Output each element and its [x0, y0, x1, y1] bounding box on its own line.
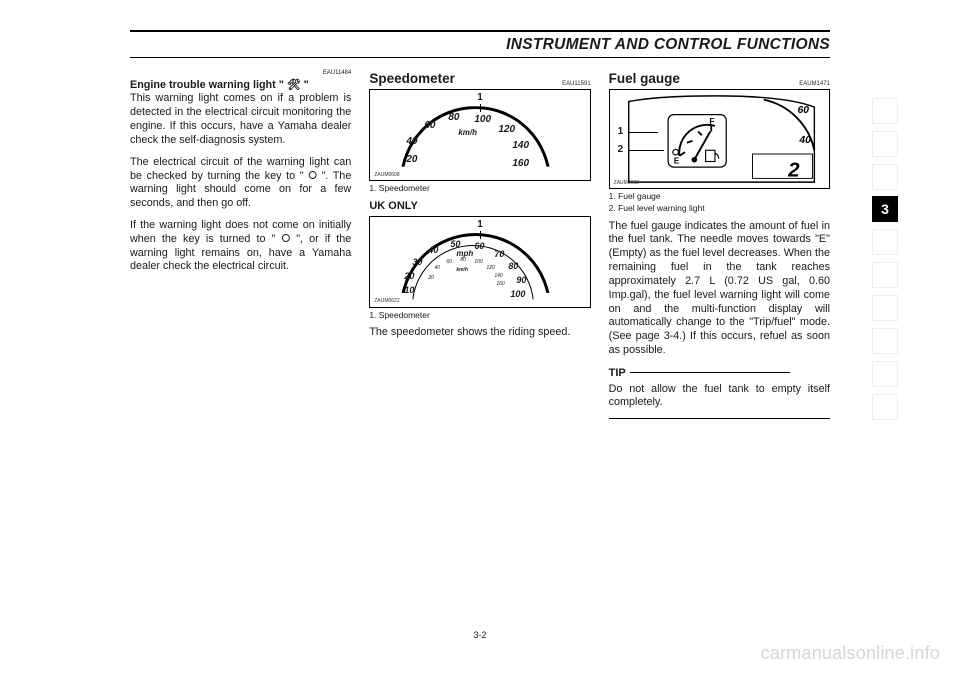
dial-num-inner: 40	[434, 265, 440, 271]
fuel-gauge-title: Fuel gauge	[609, 70, 680, 87]
tab-slot	[872, 131, 898, 157]
figure-caption: 1. Fuel gauge	[609, 191, 830, 201]
dial-num-inner: 140	[494, 273, 502, 279]
page-content: INSTRUMENT AND CONTROL FUNCTIONS EAU1148…	[130, 30, 830, 648]
body-text: The electrical circuit of the warning li…	[130, 156, 351, 211]
column-2: Speedometer EAU11591 1 20 40 60 80 100 1…	[369, 70, 590, 419]
speedometer-figure-kmh: 1 20 40 60 80 100 120 140 160 km/h ZAUM0…	[369, 89, 590, 181]
fuel-gauge-svg: 60 40 2 F E	[614, 94, 825, 184]
body-text: This warning light comes on if a problem…	[130, 92, 351, 145]
ref-code: EAU11591	[562, 81, 591, 89]
tab-slot	[872, 394, 898, 420]
ref-code: EAUM1471	[799, 81, 830, 89]
tab-slot	[872, 262, 898, 288]
warning-light-heading: Engine trouble warning light " 🛠 "	[130, 79, 309, 91]
dial-num: 60	[424, 120, 435, 133]
dial-num: 80	[448, 112, 459, 125]
tab-slot	[872, 229, 898, 255]
dial-num: 90	[516, 275, 526, 287]
column-3: Fuel gauge EAUM1471 1 2 60 40	[609, 70, 830, 419]
dial-num: 20	[406, 154, 417, 167]
page-title: INSTRUMENT AND CONTROL FUNCTIONS	[506, 36, 830, 53]
fuel-E-label: E	[673, 156, 679, 166]
speedometer-figure-mph: 1 10 20 30 40 50 60 70 80 90 100	[369, 216, 590, 308]
chapter-tab: 3	[872, 196, 898, 222]
dial-num-inner: 120	[486, 265, 494, 271]
tab-slot	[872, 361, 898, 387]
ref-code: EAU11484	[130, 70, 351, 78]
dial-num-inner: 160	[496, 281, 504, 287]
dial-num: 100	[510, 289, 525, 301]
dial-num: 40	[798, 135, 811, 146]
figure-code: ZAUM0609	[614, 180, 639, 186]
dial-unit-kmh: km/h	[456, 267, 468, 273]
column-1: EAU11484 Engine trouble warning light " …	[130, 70, 351, 419]
dial-num: 80	[508, 261, 518, 273]
dial-num: 20	[404, 271, 414, 283]
body-text: The speedometer shows the riding speed.	[369, 326, 590, 340]
tip-heading: TIP	[609, 366, 626, 380]
dial-num-inner: 100	[474, 259, 482, 265]
dial-num: 120	[498, 124, 515, 137]
dial-num: 70	[494, 249, 504, 261]
dial-num: 60	[474, 241, 484, 253]
dial-num: 140	[512, 140, 529, 153]
tip-end-rule	[609, 418, 830, 419]
dial-num: 30	[412, 257, 422, 269]
body-text: If the warning light does not come on in…	[130, 219, 351, 274]
tab-slot	[872, 164, 898, 190]
dial-num: 100	[474, 114, 491, 127]
speedometer-title: Speedometer	[369, 70, 455, 87]
dial-num: 160	[512, 158, 529, 171]
tip-block: TIP	[609, 366, 830, 381]
uk-only-label: UK ONLY	[369, 199, 590, 213]
figure-caption: 1. Speedometer	[369, 310, 590, 320]
fuel-gauge-figure: 1 2 60 40 2	[609, 89, 830, 189]
tab-slot	[872, 328, 898, 354]
lcd-digit: 2	[787, 159, 800, 182]
tab-slot	[872, 98, 898, 124]
dial-num: 40	[428, 245, 438, 257]
page-header: INSTRUMENT AND CONTROL FUNCTIONS	[130, 30, 830, 58]
dial-num-inner: 20	[428, 275, 434, 281]
dial-num-inner: 60	[446, 259, 452, 265]
tip-text: Do not allow the fuel tank to empty itse…	[609, 383, 830, 411]
dial-unit: km/h	[458, 128, 477, 138]
figure-caption: 1. Speedometer	[369, 183, 590, 193]
dial-unit-mph: mph	[456, 249, 473, 259]
dial-num: 60	[797, 105, 809, 116]
dial-num: 40	[406, 136, 417, 149]
figure-code: ZAUM0608	[374, 172, 399, 178]
body-text: The fuel gauge indicates the amount of f…	[609, 220, 830, 358]
dial-num: 10	[404, 285, 414, 297]
watermark: carmanualsonline.info	[761, 643, 940, 664]
page-number: 3-2	[473, 630, 486, 640]
figure-code: ZAUM0622	[374, 298, 399, 304]
tab-slot	[872, 295, 898, 321]
figure-caption: 2. Fuel level warning light	[609, 203, 830, 213]
